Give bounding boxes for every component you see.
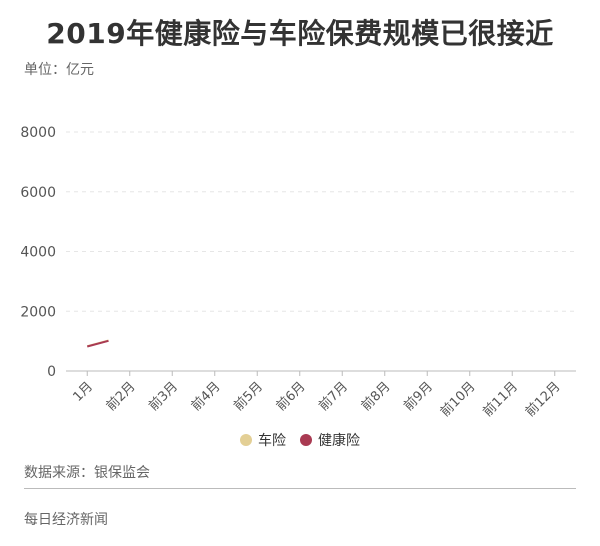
x-tick-label: 前11月 — [480, 379, 521, 420]
legend-item-health-insurance[interactable]: 健康险 — [300, 430, 360, 450]
legend: 车险 健康险 — [0, 430, 600, 450]
x-tick-label: 前7月 — [316, 379, 352, 415]
x-tick-label: 前9月 — [401, 379, 437, 415]
y-tick-label: 6000 — [20, 185, 56, 201]
series-line-1 — [86, 339, 109, 348]
publisher: 每日经济新闻 — [24, 512, 108, 528]
x-tick-label: 1月 — [70, 379, 96, 405]
x-tick-label: 前2月 — [103, 379, 139, 415]
y-tick-label: 2000 — [20, 304, 56, 320]
y-tick-label: 8000 — [20, 125, 56, 141]
legend-item-car-insurance[interactable]: 车险 — [240, 430, 286, 450]
x-axis-ticks: 1月 前2月 前3月 前4月 前5月 前6月 前7月 前8月 前9月 前10月 前11月 前12月 — [70, 371, 564, 420]
x-tick-label: 前4月 — [188, 379, 224, 415]
unit-label: 单位：亿元 — [24, 62, 94, 78]
x-tick-label: 前5月 — [231, 379, 267, 415]
chart-title: 2019年健康险与车险保费规模已很接近 — [46, 17, 554, 50]
y-axis-ticks: 0 2000 4000 6000 8000 — [20, 125, 56, 380]
legend-label-health-insurance: 健康险 — [318, 433, 360, 449]
y-tick-label: 0 — [47, 364, 56, 380]
divider — [24, 488, 576, 489]
x-tick-label: 前6月 — [273, 379, 309, 415]
x-tick-label: 前10月 — [437, 379, 478, 420]
data-source: 数据来源：银保监会 — [24, 465, 150, 481]
legend-swatch-health-insurance — [300, 434, 312, 446]
y-tick-label: 4000 — [20, 245, 56, 261]
legend-swatch-car-insurance — [240, 434, 252, 446]
x-tick-label: 前8月 — [358, 379, 394, 415]
x-tick-label: 前3月 — [146, 379, 182, 415]
x-tick-label: 前12月 — [522, 379, 563, 420]
grid-lines — [66, 131, 576, 372]
legend-label-car-insurance: 车险 — [258, 433, 286, 449]
series-lines — [86, 339, 109, 348]
